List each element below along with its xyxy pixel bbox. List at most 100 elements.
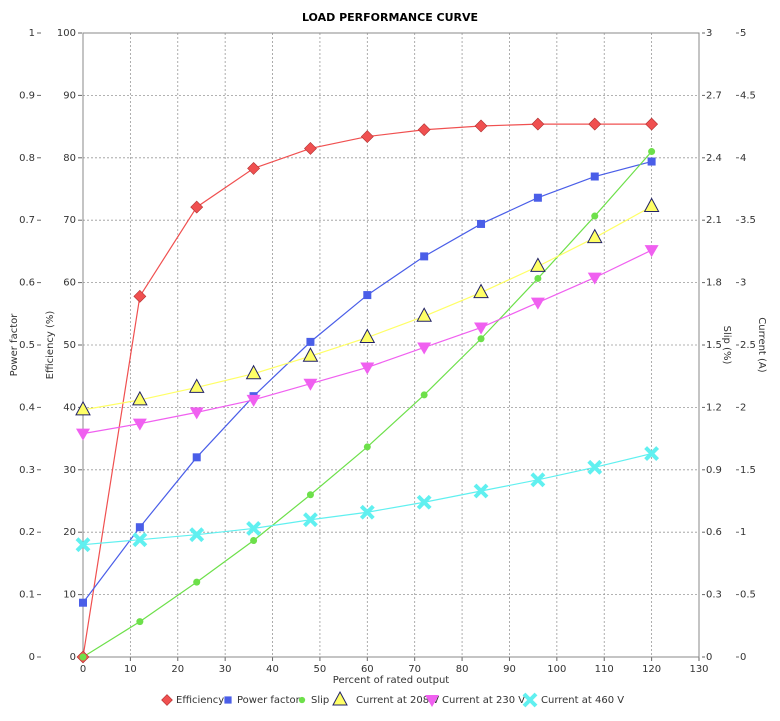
data-point (132, 532, 148, 548)
y-tick-label: 2.5 (740, 340, 756, 351)
data-point (420, 391, 428, 399)
y-tick-label: 10 (63, 590, 76, 601)
y-tick-label: 40 (63, 402, 76, 413)
y-tick-label: 1.2 (706, 402, 722, 413)
legend-label: Power factor (237, 695, 301, 706)
data-point (192, 453, 201, 462)
y-axis-label: Current (A) (756, 317, 767, 372)
data-point (188, 378, 205, 393)
y-tick-label: 4.5 (740, 90, 756, 101)
data-point (645, 117, 659, 131)
data-point (79, 598, 87, 607)
data-point (644, 245, 659, 258)
data-point (306, 491, 314, 499)
data-point (643, 197, 660, 212)
x-tick-label: 0 (80, 664, 86, 675)
data-point (473, 483, 489, 499)
data-point (417, 123, 431, 137)
data-point (75, 400, 91, 416)
data-point (416, 307, 433, 322)
y-tick-label: 3 (706, 28, 712, 39)
x-tick-label: 70 (408, 664, 421, 675)
x-tick-label: 130 (689, 664, 708, 675)
data-point (533, 193, 542, 202)
data-point (79, 653, 87, 661)
data-point (473, 283, 489, 299)
data-point (76, 428, 90, 441)
data-point (302, 347, 319, 362)
y-tick-label: 1.5 (706, 340, 722, 351)
y-tick-label: 0 (706, 652, 712, 663)
data-point (75, 537, 91, 553)
y-tick-label: 1.5 (740, 465, 756, 476)
legend-marker (332, 690, 348, 706)
y-tick-label: 100 (57, 28, 76, 39)
x-tick-label: 100 (547, 664, 566, 675)
y-tick-label: 50 (63, 340, 76, 351)
data-point (534, 274, 542, 282)
data-point (586, 228, 603, 244)
data-point (530, 257, 546, 272)
x-tick-label: 50 (314, 664, 327, 675)
x-tick-label: 40 (266, 664, 279, 675)
y-axis-label: Slip (%) (721, 326, 732, 365)
y-tick-label: 2.1 (706, 215, 722, 226)
legend-marker (298, 696, 306, 704)
legend-label: Efficiency (176, 695, 224, 706)
y-tick-label: 0.6 (19, 278, 35, 289)
y-tick-label: 0.5 (740, 590, 756, 601)
y-tick-label: 0.4 (19, 402, 35, 413)
legend-label: Current at 460 V (541, 695, 624, 706)
data-point (190, 200, 204, 214)
legend-marker (425, 695, 439, 707)
data-point (530, 297, 545, 310)
y-tick-label: 0.8 (19, 153, 35, 164)
data-point (647, 157, 656, 166)
y-tick-label: 0.7 (19, 215, 35, 226)
data-point (135, 523, 144, 532)
legend-marker (522, 692, 538, 708)
y-tick-label: 0.5 (19, 340, 35, 351)
y-tick-label: 90 (63, 90, 76, 101)
data-point (644, 446, 660, 461)
data-point (420, 252, 429, 261)
data-point (303, 378, 318, 391)
y-tick-label: 1 (29, 28, 35, 39)
data-point (474, 322, 489, 335)
data-point (363, 291, 372, 300)
data-point (132, 418, 147, 431)
legend-label: Slip (311, 695, 329, 706)
data-point (588, 117, 602, 131)
x-tick-label: 120 (642, 664, 661, 675)
data-point (193, 578, 201, 586)
data-point (132, 390, 148, 406)
y-tick-label: 0 (740, 652, 746, 663)
y-tick-label: 0.3 (19, 465, 35, 476)
chart-title: LOAD PERFORMANCE CURVE (302, 11, 478, 24)
y-tick-label: 2.7 (706, 90, 722, 101)
y-tick-label: 0.9 (706, 465, 722, 476)
data-point (417, 342, 432, 355)
data-point (245, 364, 262, 380)
data-point (587, 459, 603, 475)
data-point (474, 119, 488, 133)
data-point (359, 504, 375, 520)
legend-marker (224, 696, 232, 704)
y-tick-label: 0.3 (706, 590, 722, 601)
x-tick-label: 80 (456, 664, 469, 675)
y-tick-label: 20 (63, 527, 76, 538)
data-point (360, 130, 374, 144)
data-point (303, 512, 318, 528)
data-point (189, 407, 204, 420)
y-tick-label: 0.2 (19, 527, 35, 538)
x-tick-label: 10 (124, 664, 137, 675)
x-axis-label: Percent of rated output (333, 675, 450, 686)
x-tick-label: 90 (503, 664, 516, 675)
data-point (136, 618, 144, 626)
y-tick-label: 4 (740, 153, 746, 164)
y-axis-label: Efficiency (%) (45, 311, 56, 380)
legend-marker (161, 694, 173, 706)
x-tick-label: 60 (361, 664, 374, 675)
y-tick-label: 0.6 (706, 527, 722, 538)
